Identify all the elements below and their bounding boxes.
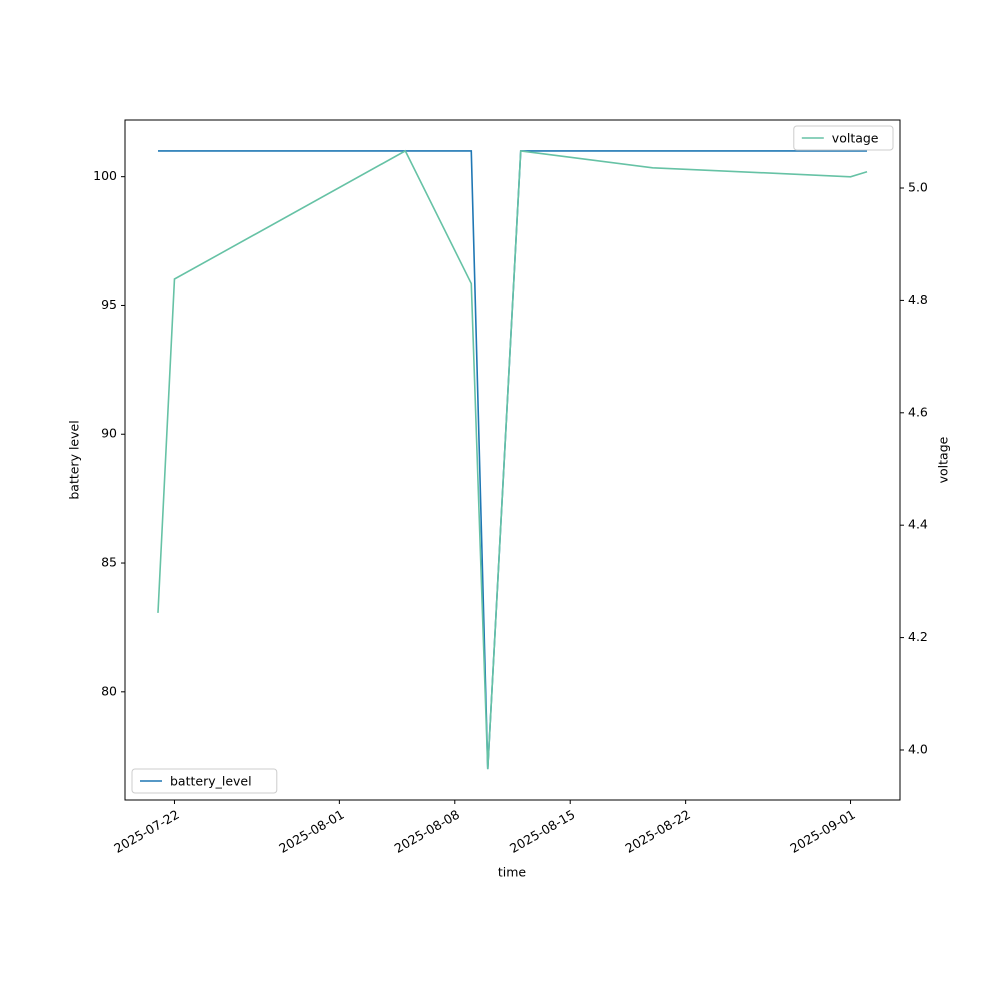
y-tick-label: 95 — [101, 297, 117, 312]
legend-label: battery_level — [170, 774, 252, 789]
legend-label: voltage — [832, 131, 879, 146]
y-tick-label: 100 — [93, 168, 117, 183]
y2-tick-label: 4.6 — [908, 404, 928, 419]
y2-tick-label: 5.0 — [908, 180, 928, 195]
legend: voltage — [793, 125, 894, 151]
legend: battery_level — [131, 768, 278, 794]
y2-axis-label: voltage — [936, 436, 951, 483]
y-axis-label: battery level — [67, 420, 82, 499]
series-line — [157, 149, 868, 770]
y2-tick-label: 4.8 — [908, 292, 928, 307]
plot-frame — [124, 119, 901, 801]
y2-tick-label: 4.2 — [908, 629, 928, 644]
y-tick-label: 80 — [101, 683, 117, 698]
y2-tick-label: 4.0 — [908, 741, 928, 756]
x-axis-label: time — [498, 865, 527, 880]
y2-tick-label: 4.4 — [908, 517, 928, 532]
legend-box — [793, 125, 894, 151]
y-tick-label: 90 — [101, 426, 117, 441]
legend-box — [131, 768, 278, 794]
y-tick-label: 85 — [101, 555, 117, 570]
